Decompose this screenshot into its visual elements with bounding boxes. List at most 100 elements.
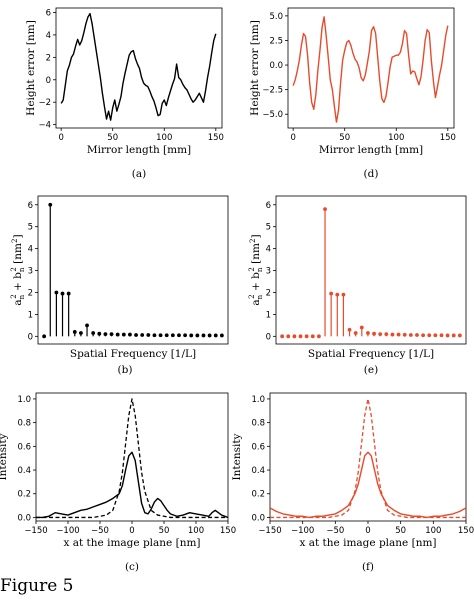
x-tick-label: 100 bbox=[156, 133, 172, 143]
y-axis-label: Height error [nm] bbox=[25, 20, 37, 116]
y-tick-label: 1.0 bbox=[251, 395, 265, 405]
stem-marker bbox=[54, 290, 59, 295]
stem-marker bbox=[134, 333, 138, 337]
y-tick-label: −2.5 bbox=[262, 86, 283, 96]
stem-marker bbox=[427, 333, 432, 338]
stem-marker bbox=[335, 292, 340, 297]
y-tick-label: 2.5 bbox=[269, 36, 283, 46]
y-tick-label: 0.4 bbox=[17, 466, 31, 476]
stem-marker bbox=[115, 332, 120, 337]
x-tick-label: −50 bbox=[91, 526, 109, 536]
plot-frame bbox=[269, 392, 467, 522]
x-tick-label: 50 bbox=[107, 133, 118, 143]
panel-label: (f) bbox=[362, 561, 374, 573]
x-tick-label: −100 bbox=[291, 526, 314, 536]
stem-marker bbox=[439, 333, 444, 338]
stem-marker bbox=[219, 333, 224, 338]
chart-panel-a: −4 −2 0 2 4 6 0 50 100 150 Mirror length [mm] Heigh… bbox=[25, 7, 224, 180]
stem-marker bbox=[103, 332, 108, 337]
x-tick-label: 0 bbox=[58, 133, 63, 143]
y-axis-label-part: ] bbox=[12, 234, 24, 238]
stem-marker bbox=[207, 333, 212, 338]
stem-marker bbox=[445, 333, 450, 338]
y-tick-label: 0 bbox=[266, 332, 271, 342]
stem-marker bbox=[304, 334, 309, 339]
figure-caption: Figure 5 bbox=[0, 576, 74, 596]
x-tick-label: −50 bbox=[326, 526, 344, 536]
stem-marker bbox=[170, 333, 175, 338]
x-axis-label: x at the image plane [nm] bbox=[299, 537, 436, 549]
y-tick-label: 0 bbox=[46, 76, 51, 86]
stem-marker bbox=[79, 331, 83, 335]
panel-label: (a) bbox=[132, 168, 146, 180]
series-line-solid bbox=[292, 16, 449, 123]
series-line-solid bbox=[60, 12, 217, 121]
stem-marker bbox=[366, 331, 370, 335]
y-tick-label: 2 bbox=[28, 288, 33, 298]
stem-marker bbox=[140, 333, 145, 337]
x-tick-label: 150 bbox=[208, 133, 224, 143]
x-tick-label: −100 bbox=[56, 526, 79, 536]
plot-frame bbox=[275, 195, 467, 345]
stem-marker bbox=[353, 331, 358, 335]
y-tick-label: 1.0 bbox=[17, 395, 31, 405]
stem-marker bbox=[298, 334, 303, 339]
y-tick-label: 4 bbox=[266, 245, 271, 255]
x-tick-label: 150 bbox=[458, 526, 474, 536]
y-axis-label: Intensity bbox=[0, 433, 9, 480]
stem-marker bbox=[164, 333, 169, 338]
panel-label: (c) bbox=[125, 561, 139, 573]
y-tick-label: 0.0 bbox=[251, 513, 265, 523]
y-axis-label: an2 + bn2 [nm2] bbox=[248, 234, 264, 305]
stem-marker bbox=[48, 202, 53, 207]
stem-marker bbox=[158, 333, 163, 338]
y-tick-label: −5.0 bbox=[262, 110, 283, 120]
y-tick-label: 3 bbox=[28, 267, 33, 277]
stem-marker bbox=[128, 332, 132, 337]
x-axis-label: Mirror length [mm] bbox=[319, 144, 423, 156]
stem-marker bbox=[152, 333, 157, 338]
stem-marker bbox=[402, 332, 407, 337]
stem-marker bbox=[286, 334, 291, 339]
y-axis-label-part: 2 bbox=[10, 267, 18, 271]
y-axis-label-part: + b bbox=[12, 272, 24, 294]
y-axis-label-part: n bbox=[256, 267, 264, 272]
x-axis-label: Mirror length [mm] bbox=[87, 144, 191, 156]
stem-marker bbox=[415, 333, 419, 337]
stem-marker bbox=[359, 325, 364, 330]
stem-marker bbox=[91, 331, 96, 335]
stem-marker bbox=[310, 334, 315, 339]
y-axis-label-part: ] bbox=[250, 234, 262, 238]
x-tick-label: 50 bbox=[159, 526, 170, 536]
stem-marker bbox=[42, 334, 47, 339]
x-axis-label: x at the image plane [nm] bbox=[63, 537, 200, 549]
x-tick-label: −150 bbox=[24, 526, 47, 536]
y-tick-label: 0.4 bbox=[251, 466, 265, 476]
y-tick-label: 5.0 bbox=[269, 12, 283, 22]
x-tick-label: 50 bbox=[339, 133, 350, 143]
stem-marker bbox=[457, 333, 462, 338]
y-tick-label: 0.0 bbox=[269, 61, 283, 71]
series-line-dashed bbox=[270, 398, 466, 519]
plot-frame bbox=[35, 392, 229, 522]
series-line-solid bbox=[270, 451, 466, 519]
stem-marker bbox=[421, 333, 425, 338]
y-axis-label: an2 + bn2 [nm2] bbox=[10, 234, 26, 305]
y-tick-label: 3 bbox=[266, 267, 271, 277]
stem-marker bbox=[146, 333, 151, 337]
y-axis-label-part: [nm bbox=[12, 243, 24, 267]
stem-marker bbox=[195, 333, 200, 338]
y-axis-label-part: a bbox=[250, 299, 262, 305]
stem-marker bbox=[317, 334, 321, 339]
chart-panel-b: 0 1 2 3 4 5 6 Spatial Frequency [1/L] an2 + bn2 … bbox=[10, 195, 229, 376]
chart-panel-c: 0.0 0.2 0.4 0.6 0.8 1.0 −150 −100 −50 0 50 100 150 x … bbox=[0, 392, 236, 573]
y-tick-label: 0.8 bbox=[251, 419, 265, 429]
x-tick-label: 0 bbox=[290, 133, 295, 143]
y-tick-label: 0.0 bbox=[17, 513, 31, 523]
y-tick-label: 1 bbox=[28, 310, 33, 320]
y-tick-label: 6 bbox=[266, 201, 271, 211]
y-tick-label: −2 bbox=[38, 98, 51, 108]
y-axis-label-part: 2 bbox=[249, 239, 257, 243]
stem-marker bbox=[97, 331, 102, 336]
y-tick-label: −4 bbox=[38, 121, 51, 131]
